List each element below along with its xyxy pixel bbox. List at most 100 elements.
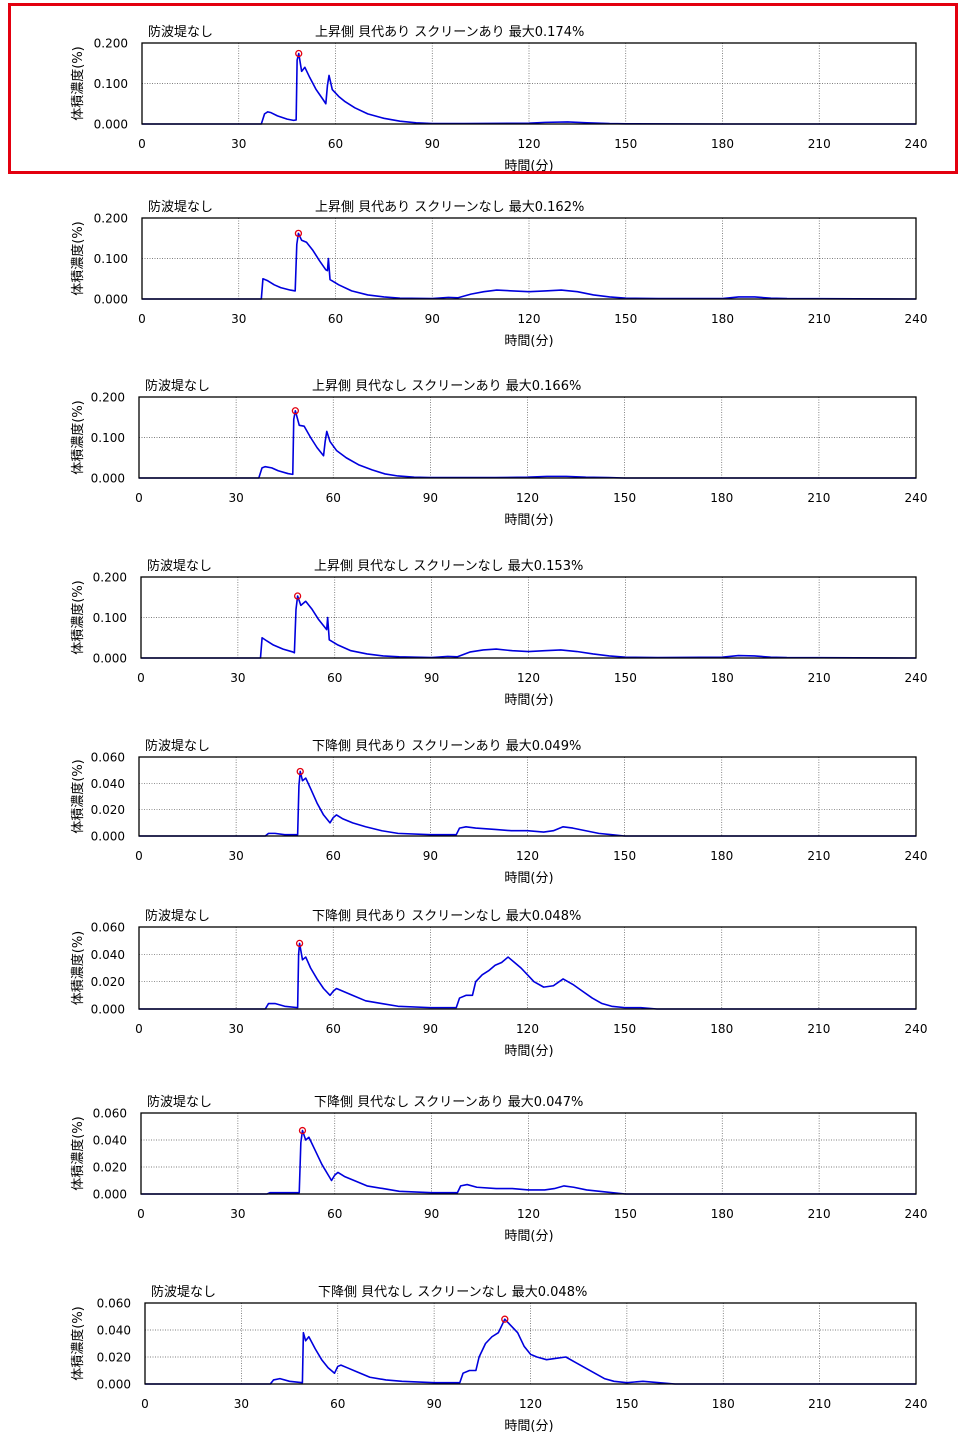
x-axis-label: 時間(分)	[504, 159, 553, 174]
x-tick-label: 180	[711, 1207, 734, 1221]
y-tick-label: 0.040	[91, 777, 125, 791]
title-right: 下降側 貝代なし スクリーンなし 最大0.048%	[318, 1285, 587, 1300]
series-line	[139, 770, 916, 837]
x-tick-label: 120	[517, 1207, 540, 1221]
x-tick-label: 60	[328, 312, 343, 326]
x-tick-label: 180	[710, 491, 733, 505]
title-right: 上昇側 貝代なし スクリーンあり 最大0.166%	[312, 379, 581, 394]
y-tick-label: 0.040	[93, 1134, 127, 1148]
max-marker	[294, 229, 303, 238]
title-left: 防波堤なし	[145, 908, 210, 924]
series-line	[142, 232, 917, 300]
x-tick-label: 120	[516, 849, 539, 863]
x-tick-label: 150	[614, 137, 637, 151]
x-tick-label: 150	[613, 491, 636, 505]
x-axis-label: 時間(分)	[504, 693, 553, 708]
y-tick-label: 0.100	[91, 431, 125, 445]
title-right: 下降側 貝代あり スクリーンあり 最大0.049%	[312, 739, 581, 754]
y-axis-label: 体積濃度(%)	[70, 400, 86, 475]
x-tick-label: 210	[807, 1022, 830, 1036]
x-tick-label: 240	[905, 671, 928, 685]
plot-frame	[140, 1112, 917, 1195]
x-tick-label: 90	[424, 671, 439, 685]
y-tick-label: 0.060	[91, 751, 125, 765]
series-line	[139, 942, 916, 1010]
y-tick-label: 0.100	[94, 252, 128, 266]
y-tick-label: 0.060	[91, 921, 125, 935]
plot-frame	[138, 396, 917, 479]
title-left: 防波堤なし	[147, 1094, 212, 1110]
y-tick-label: 0.020	[91, 803, 125, 817]
plot-frame	[144, 1302, 917, 1385]
chart-panel-4: 0 30 60 90 120 150 180 210 240 0.000 0.100 0.200 防波堤…	[70, 558, 927, 708]
y-tick-label: 0.200	[94, 37, 128, 51]
x-tick-label: 60	[327, 671, 342, 685]
y-tick-label: 0.020	[97, 1351, 131, 1365]
x-tick-label: 210	[808, 312, 831, 326]
y-tick-label: 0.000	[94, 293, 128, 307]
x-tick-label: 60	[327, 1207, 342, 1221]
x-axis-label: 時間(分)	[504, 1229, 553, 1244]
max-marker	[501, 1315, 509, 1323]
x-tick-label: 150	[614, 1207, 637, 1221]
plot-frame	[140, 576, 917, 659]
y-axis-label: 体積濃度(%)	[70, 759, 86, 834]
y-tick-label: 0.020	[91, 975, 125, 989]
x-tick-label: 150	[614, 312, 637, 326]
chart-panel-1: 0 30 60 90 120 150 180 210 240 0.000 0.100 0.200 防波堤…	[70, 24, 927, 174]
y-axis-label: 体積濃度(%)	[70, 1306, 86, 1381]
y-tick-label: 0.000	[91, 1003, 125, 1017]
x-tick-label: 240	[905, 491, 928, 505]
x-tick-label: 30	[230, 671, 245, 685]
plot-frame	[141, 217, 917, 300]
x-tick-label: 90	[425, 137, 440, 151]
x-tick-label: 30	[231, 137, 246, 151]
max-marker	[295, 939, 304, 948]
title-right: 下降側 貝代あり スクリーンなし 最大0.048%	[312, 909, 581, 924]
x-tick-label: 0	[135, 849, 143, 863]
y-tick-label: 0.100	[94, 77, 128, 91]
chart-panel-3: 0 30 60 90 120 150 180 210 240 0.000 0.100 0.200 防波堤…	[70, 378, 927, 528]
x-tick-label: 0	[141, 1397, 149, 1411]
title-left: 防波堤なし	[148, 24, 213, 40]
title-right: 上昇側 貝代なし スクリーンなし 最大0.153%	[314, 559, 583, 574]
series-line	[142, 52, 916, 125]
y-tick-label: 0.000	[91, 830, 125, 844]
x-tick-label: 0	[138, 137, 146, 151]
x-tick-label: 240	[905, 849, 928, 863]
plot-frame	[141, 42, 917, 125]
x-tick-label: 90	[425, 312, 440, 326]
x-tick-label: 150	[613, 849, 636, 863]
x-tick-label: 150	[613, 1022, 636, 1036]
x-tick-label: 0	[138, 312, 146, 326]
x-tick-label: 0	[135, 1022, 143, 1036]
max-marker	[298, 1126, 307, 1135]
x-tick-label: 30	[234, 1397, 249, 1411]
x-tick-label: 180	[710, 849, 733, 863]
x-tick-label: 240	[905, 137, 928, 151]
x-tick-label: 60	[328, 137, 343, 151]
y-axis-label: 体積濃度(%)	[70, 46, 86, 121]
max-marker	[295, 49, 303, 58]
x-tick-label: 0	[137, 671, 145, 685]
x-tick-label: 150	[614, 671, 637, 685]
x-tick-label: 210	[808, 137, 831, 151]
x-axis-label: 時間(分)	[504, 1044, 553, 1059]
title-left: 防波堤なし	[145, 378, 210, 394]
y-axis-label: 体積濃度(%)	[70, 1116, 86, 1191]
x-tick-label: 120	[518, 312, 541, 326]
y-tick-label: 0.040	[91, 948, 125, 962]
x-tick-label: 210	[808, 1207, 831, 1221]
y-tick-label: 0.000	[91, 472, 125, 486]
x-tick-label: 240	[905, 1207, 928, 1221]
plot-frame	[138, 756, 917, 837]
series-line	[139, 409, 916, 479]
max-marker	[296, 767, 304, 776]
x-tick-label: 30	[228, 491, 243, 505]
x-tick-label: 180	[711, 137, 734, 151]
max-marker	[293, 592, 302, 600]
series-line	[141, 1129, 916, 1195]
y-tick-label: 0.200	[93, 571, 127, 585]
y-tick-label: 0.200	[91, 391, 125, 405]
